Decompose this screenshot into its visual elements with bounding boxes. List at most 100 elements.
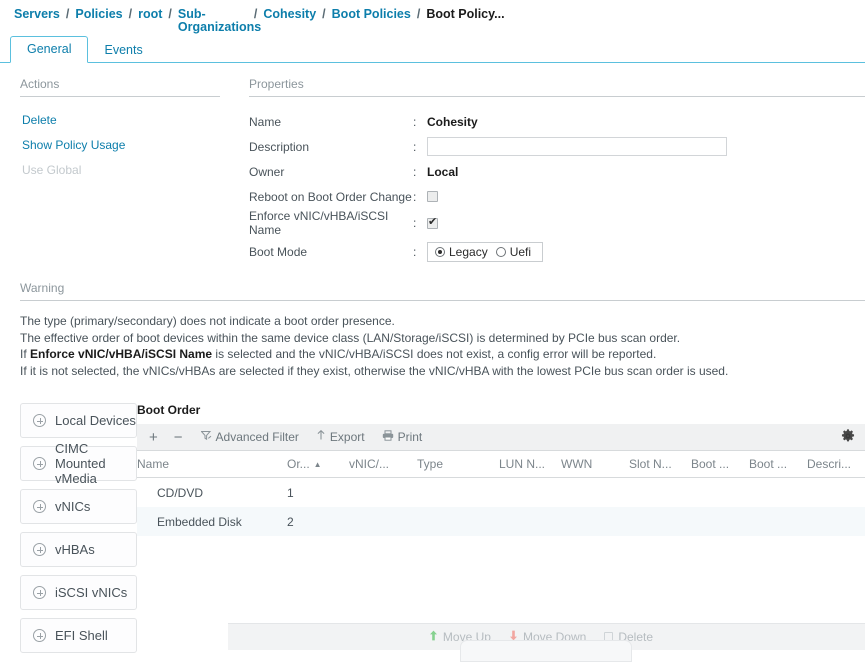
plus-circle-icon bbox=[33, 543, 46, 556]
property-row-description: Description : bbox=[249, 134, 865, 159]
reboot-on-boot-order-change-checkbox[interactable] bbox=[427, 191, 438, 202]
description-input[interactable] bbox=[427, 137, 727, 156]
column-header-wwn[interactable]: WWN bbox=[561, 457, 629, 471]
partial-panel-below bbox=[460, 640, 632, 662]
properties-heading: Properties bbox=[249, 77, 304, 91]
boot-mode-option-legacy[interactable]: Legacy bbox=[435, 245, 492, 259]
advanced-filter-label: Advanced Filter bbox=[215, 430, 299, 444]
breadcrumb-item-boot-policies[interactable]: Boot Policies bbox=[331, 7, 411, 21]
plus-circle-icon bbox=[33, 586, 46, 599]
advanced-filter-button[interactable]: Advanced Filter bbox=[199, 430, 308, 444]
column-header-boot[interactable]: Boot ... bbox=[749, 457, 807, 471]
properties-divider bbox=[249, 96, 865, 97]
cell-order: 1 bbox=[287, 485, 294, 500]
export-button[interactable]: Export bbox=[316, 429, 374, 444]
enforce-name-checkbox[interactable] bbox=[427, 216, 438, 229]
remove-row-button[interactable]: − bbox=[173, 428, 183, 446]
radio-legacy-icon[interactable] bbox=[435, 247, 445, 257]
breadcrumb-separator: / bbox=[322, 7, 326, 21]
column-header-name[interactable]: Name bbox=[137, 457, 287, 471]
column-header-descri[interactable]: Descri... bbox=[807, 457, 865, 471]
description-colon: : bbox=[413, 139, 417, 154]
plus-circle-icon bbox=[33, 457, 46, 470]
owner-label: Owner bbox=[249, 164, 285, 179]
add-device-local-devices[interactable]: Local Devices bbox=[20, 403, 137, 438]
action-show-policy-usage[interactable]: Show Policy Usage bbox=[22, 138, 126, 152]
breadcrumb-separator: / bbox=[168, 7, 172, 21]
tab-events[interactable]: Events bbox=[104, 43, 143, 57]
table-row[interactable]: CD/DVD 1 bbox=[137, 478, 865, 507]
reboot-on-boot-order-change-label: Reboot on Boot Order Change bbox=[249, 189, 412, 204]
print-button[interactable]: Print bbox=[382, 430, 432, 444]
breadcrumb-separator: / bbox=[65, 7, 70, 21]
boot-order-table-header: Name Or... ▲ vNIC/... Type LUN N... WWN Slot N.… bbox=[137, 451, 865, 478]
add-device-cimc-mounted-vmedia[interactable]: CIMC Mounted vMedia bbox=[20, 441, 137, 486]
cell-order: 2 bbox=[287, 514, 294, 529]
breadcrumb-item-sub-organizations[interactable]: Sub-Organizations bbox=[177, 7, 262, 34]
device-label: vNICs bbox=[55, 499, 91, 514]
tab-general[interactable]: General bbox=[10, 36, 89, 63]
breadcrumb-separator: / bbox=[416, 7, 421, 21]
boot-order-footer: Move Up Move Down Delete bbox=[228, 623, 865, 662]
property-row-boot-mode: Boot Mode : Legacy Uefi bbox=[249, 237, 865, 267]
description-label: Description bbox=[249, 139, 310, 154]
owner-value: Local bbox=[427, 164, 459, 179]
breadcrumb-item-policies[interactable]: Policies bbox=[75, 7, 123, 21]
column-header-lun-n[interactable]: LUN N... bbox=[499, 457, 561, 471]
add-device-iscsi-vnics[interactable]: iSCSI vNICs bbox=[20, 575, 137, 610]
add-device-vhbas[interactable]: vHBAs bbox=[20, 532, 137, 567]
device-label: iSCSI vNICs bbox=[55, 585, 128, 600]
radio-legacy-label: Legacy bbox=[449, 245, 488, 259]
boot-mode-label: Boot Mode bbox=[249, 245, 308, 259]
sort-ascending-icon: ▲ bbox=[313, 460, 322, 469]
boot-order-table-body: CD/DVD 1 Embedded Disk 2 bbox=[137, 478, 865, 536]
action-delete[interactable]: Delete bbox=[22, 113, 57, 127]
device-label: vHBAs bbox=[55, 542, 95, 557]
add-device-efi-shell[interactable]: EFI Shell bbox=[20, 618, 137, 653]
cell-name: CD/DVD bbox=[157, 485, 204, 500]
radio-uefi-icon[interactable] bbox=[495, 247, 506, 257]
column-header-label: Or... bbox=[287, 457, 310, 471]
column-header-type[interactable]: Type bbox=[417, 457, 499, 471]
column-header-label: Boot ... bbox=[691, 457, 730, 471]
add-device-vnics[interactable]: vNICs bbox=[20, 489, 137, 524]
printer-icon bbox=[382, 430, 394, 444]
column-header-label: Boot ... bbox=[749, 457, 788, 471]
column-header-vnic[interactable]: vNIC/... bbox=[349, 457, 417, 471]
breadcrumb: Servers / Policies / root / Sub-Organizations /… bbox=[0, 0, 865, 36]
column-header-slot-n[interactable]: Slot N... bbox=[629, 457, 691, 471]
breadcrumb-item-root[interactable]: root bbox=[138, 7, 163, 21]
gear-icon[interactable] bbox=[841, 428, 855, 446]
column-header-boot[interactable]: Boot ... bbox=[691, 457, 749, 471]
property-row-reboot-on-boot-order-change: Reboot on Boot Order Change : bbox=[249, 184, 865, 209]
export-icon bbox=[316, 429, 326, 444]
boot-order-heading: Boot Order bbox=[137, 403, 201, 417]
action-use-global: Use Global bbox=[22, 163, 82, 177]
owner-colon: : bbox=[413, 164, 417, 179]
top-content-area: Actions Delete Show Policy Usage Use Globa… bbox=[0, 63, 865, 267]
warning-line-4: If it is not selected, the vNICs/vHBAs a… bbox=[20, 363, 729, 378]
add-row-button[interactable]: + bbox=[149, 428, 158, 446]
breadcrumb-item-servers[interactable]: Servers bbox=[14, 7, 60, 21]
warning-line-2: The effective order of boot devices with… bbox=[20, 330, 681, 345]
table-row[interactable]: Embedded Disk 2 bbox=[137, 507, 865, 536]
warning-line-3: If Enforce vNIC/vHBA/iSCSI Name is selec… bbox=[20, 347, 657, 361]
plus-circle-icon bbox=[33, 414, 46, 427]
name-label: Name bbox=[249, 114, 282, 129]
warning-panel: Warning The type (primary/secondary) doe… bbox=[0, 267, 865, 379]
column-header-label: Name bbox=[137, 457, 170, 471]
print-label: Print bbox=[397, 430, 423, 444]
boot-mode-radio-group[interactable]: Legacy Uefi bbox=[427, 242, 544, 262]
plus-circle-icon bbox=[33, 629, 46, 642]
reboot-colon: : bbox=[413, 189, 417, 204]
name-colon: : bbox=[413, 114, 417, 129]
column-header-or[interactable]: Or... ▲ bbox=[287, 457, 349, 471]
enforce-name-label: Enforce vNIC/vHBA/iSCSI Name bbox=[249, 209, 389, 237]
actions-panel: Actions Delete Show Policy Usage Use Globa… bbox=[0, 77, 232, 267]
boot-mode-option-uefi[interactable]: Uefi bbox=[495, 245, 535, 259]
breadcrumb-item-cohesity[interactable]: Cohesity bbox=[263, 7, 317, 21]
column-header-label: LUN N... bbox=[499, 457, 546, 471]
breadcrumb-separator: / bbox=[128, 7, 133, 21]
export-label: Export bbox=[329, 430, 365, 444]
breadcrumb-separator: / bbox=[253, 7, 258, 21]
